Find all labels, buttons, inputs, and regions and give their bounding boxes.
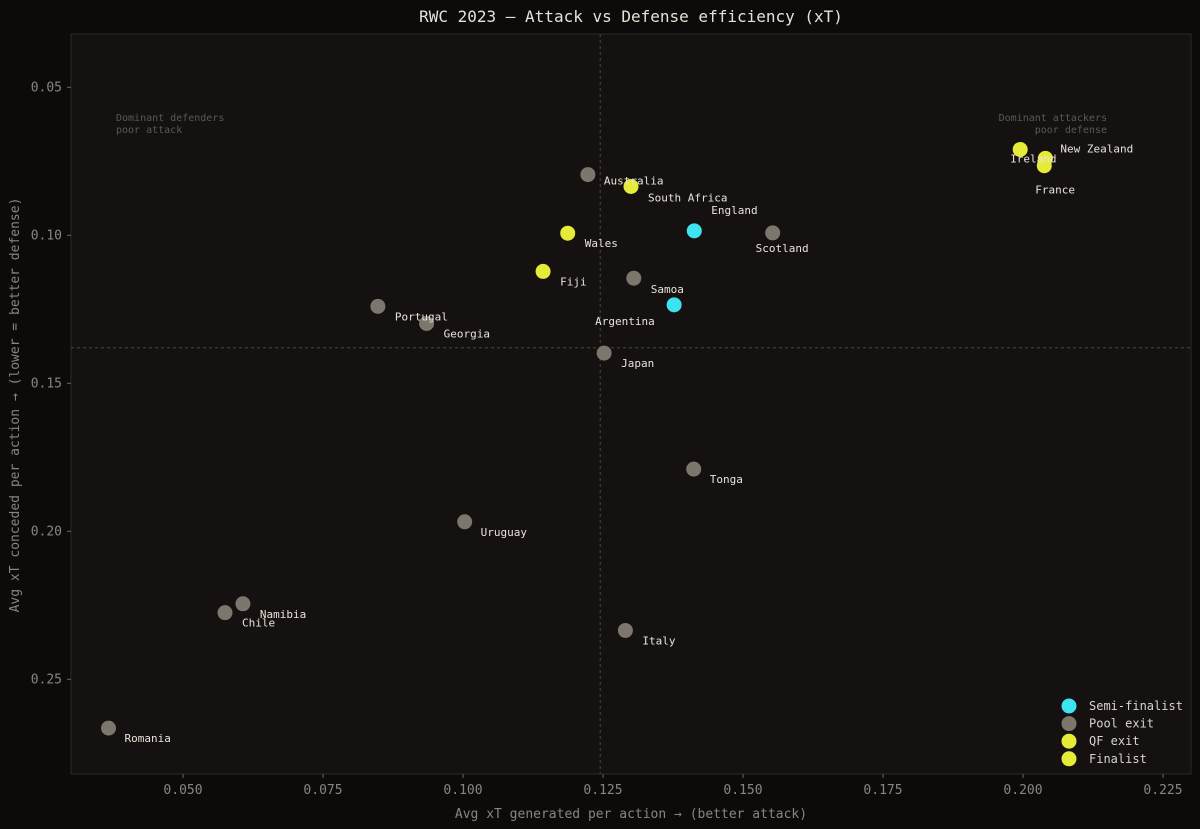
legend-label: Pool exit (1089, 717, 1154, 731)
x-tick-label: 0.100 (443, 783, 482, 798)
point-label: Tonga (710, 473, 743, 486)
data-point (1012, 141, 1028, 157)
point-label: Samoa (651, 283, 684, 296)
data-point (370, 298, 386, 314)
x-axis-label: Avg xT generated per action → (better at… (455, 807, 807, 822)
median-lines (71, 34, 1191, 774)
y-tick-label: 0.20 (31, 524, 62, 539)
x-tick-label: 0.075 (303, 783, 342, 798)
x-tick-label: 0.200 (1003, 783, 1042, 798)
y-tick-label: 0.25 (31, 672, 62, 687)
data-point (235, 596, 251, 612)
point-label: Italy (642, 634, 675, 647)
data-point (419, 315, 435, 331)
quadrant-note-line: poor defense (1035, 125, 1107, 136)
x-axis-ticks: 0.050 0.075 0.100 0.125 0.150 0.175 0.200 0.225 (163, 774, 1183, 798)
legend-marker (1061, 716, 1077, 732)
data-point (686, 223, 702, 239)
point-label: Fiji (560, 275, 587, 288)
legend-label: Finalist (1089, 752, 1147, 766)
legend-marker (1061, 751, 1077, 767)
point-label: Romania (125, 732, 171, 745)
point-label: Chile (242, 617, 275, 630)
y-axis-ticks: 0.05 0.10 0.15 0.20 0.25 (31, 80, 71, 687)
data-point (765, 225, 781, 241)
data-point (666, 297, 682, 313)
quadrant-note-line: Dominant attackers (999, 113, 1107, 124)
legend: Semi-finalist Pool exit QF exit Finalist (1061, 698, 1183, 767)
x-tick-label: 0.150 (723, 783, 762, 798)
point-label: Namibia (260, 608, 306, 621)
point-label: New Zealand (1060, 142, 1133, 155)
x-tick-label: 0.125 (583, 783, 622, 798)
quadrant-notes: Dominant defenders poor attack Dominant at… (116, 113, 1107, 136)
data-point (101, 720, 117, 736)
data-point (596, 345, 612, 361)
point-label: Georgia (444, 327, 490, 340)
x-tick-label: 0.225 (1143, 783, 1182, 798)
data-point (217, 605, 233, 621)
legend-marker (1061, 733, 1077, 749)
y-axis-label: Avg xT conceded per action → (lower = be… (8, 198, 23, 613)
quadrant-note-line: poor attack (116, 125, 182, 136)
y-tick-label: 0.10 (31, 228, 62, 243)
legend-marker (1061, 698, 1077, 714)
quadrant-note: Dominant defenders poor attack (116, 113, 224, 136)
chart-title: RWC 2023 — Attack vs Defense efficiency … (419, 7, 843, 26)
quadrant-note: Dominant attackers poor defense (999, 113, 1107, 136)
point-labels: New Zealand Ireland France South Africa Aust… (125, 142, 1134, 745)
plot-area (70, 33, 1192, 775)
point-label: Uruguay (481, 526, 528, 539)
data-point (535, 263, 551, 279)
legend-label: Semi-finalist (1089, 699, 1183, 713)
point-label: South Africa (648, 191, 727, 204)
data-point (626, 270, 642, 286)
data-point (623, 178, 639, 194)
y-tick-label: 0.15 (31, 376, 62, 391)
point-label: Portugal (395, 310, 448, 323)
point-label: Argentina (595, 315, 655, 328)
point-label: Wales (585, 237, 618, 250)
point-label: Scotland (756, 242, 809, 255)
point-label: Japan (621, 357, 654, 370)
y-tick-label: 0.05 (31, 80, 62, 95)
data-point (1036, 158, 1052, 174)
point-label: France (1035, 184, 1075, 197)
legend-label: QF exit (1089, 734, 1140, 748)
quadrant-note-line: Dominant defenders (116, 113, 224, 124)
data-point (617, 622, 633, 638)
point-label: England (711, 204, 757, 217)
x-tick-label: 0.175 (863, 783, 902, 798)
data-points (101, 141, 1053, 736)
data-point (686, 461, 702, 477)
point-label: Ireland (1010, 152, 1056, 165)
point-label: Australia (604, 175, 664, 188)
x-tick-label: 0.050 (163, 783, 202, 798)
data-point (580, 167, 596, 183)
data-point (457, 514, 473, 530)
data-point (560, 225, 576, 241)
